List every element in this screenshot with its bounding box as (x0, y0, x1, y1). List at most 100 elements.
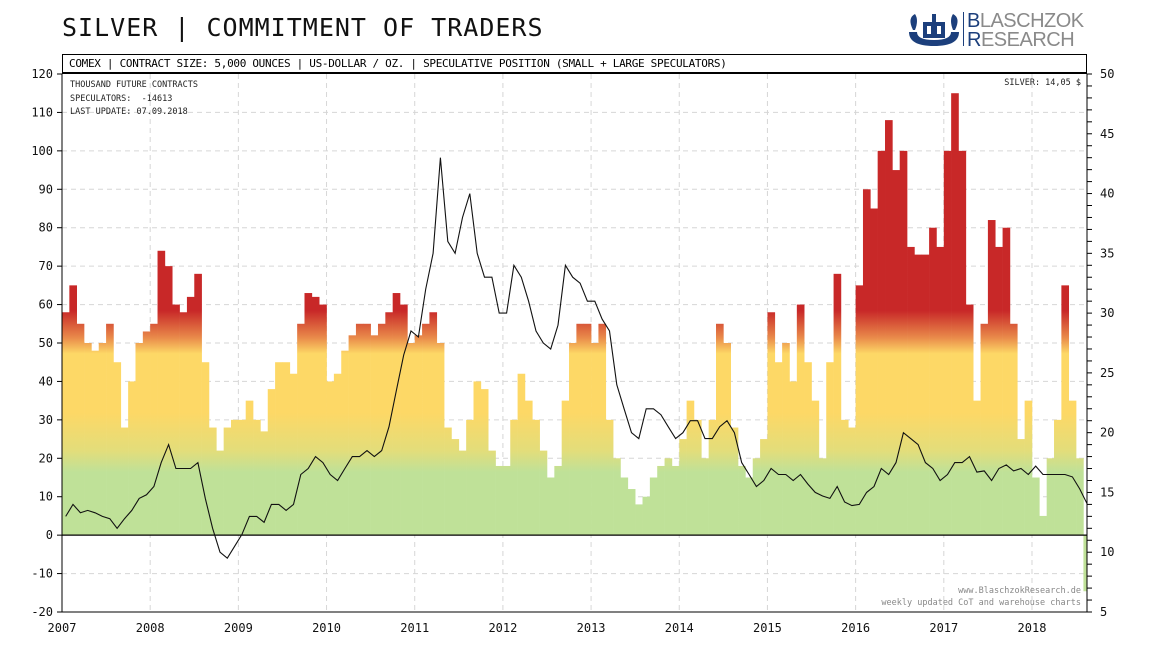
right-tick-label: 45 (1100, 127, 1114, 141)
speculator-bar (297, 323, 305, 536)
speculator-bar (701, 458, 709, 536)
speculator-bar (282, 362, 291, 536)
speculator-bar (657, 465, 665, 536)
speculator-bar (782, 343, 790, 536)
year-label: 2017 (929, 621, 958, 635)
speculator-bar (951, 93, 959, 536)
left-tick-label: 20 (39, 451, 53, 465)
speculator-bar (400, 304, 408, 536)
speculator-bar (1046, 458, 1055, 536)
speculator-bar (958, 150, 967, 536)
speculator-bar (862, 189, 871, 536)
speculator-bar (1054, 419, 1062, 536)
speculator-bar (172, 304, 180, 536)
speculator-bar (936, 246, 945, 536)
logo-line2: RESEARCH (967, 29, 1075, 51)
speculator-bar (319, 304, 327, 536)
speculator-bar (201, 362, 210, 536)
year-label: 2016 (841, 621, 870, 635)
left-tick-label: 70 (39, 259, 53, 273)
speculator-bar (208, 427, 217, 536)
speculator-bar (436, 343, 445, 536)
speculator-bar (877, 150, 886, 536)
speculator-bar (693, 419, 702, 536)
speculator-bar (62, 312, 70, 536)
speculator-bar (275, 362, 283, 536)
speculator-bar (620, 477, 629, 536)
speculator-bar (818, 458, 827, 536)
speculator-bar (1068, 400, 1077, 536)
speculator-bar (495, 465, 504, 536)
speculator-bar (591, 343, 599, 536)
speculator-bar (708, 419, 717, 536)
speculator-bar (745, 477, 754, 536)
speculator-bar (569, 343, 577, 536)
speculator-bar (973, 400, 981, 536)
speculator-bar (473, 381, 482, 536)
speculator-bar (106, 323, 114, 536)
speculator-bar (348, 335, 357, 536)
speculator-bar (605, 419, 614, 536)
right-tick-label: 25 (1100, 366, 1114, 380)
left-tick-label: 30 (39, 413, 53, 427)
speculator-bar (157, 250, 166, 536)
speculator-bar (341, 350, 349, 536)
logo-divider (963, 12, 964, 46)
speculator-bar (84, 343, 92, 536)
last-update: LAST UPDATE: 07.09.2018 (70, 107, 188, 117)
speculator-bar (796, 304, 805, 536)
speculator-bar (194, 273, 202, 536)
right-tick-label: 10 (1100, 545, 1114, 559)
speculator-bar (943, 150, 952, 536)
speculator-bar (576, 323, 585, 536)
speculator-bar (363, 323, 371, 536)
speculator-bar (1024, 400, 1033, 536)
left-tick-label: 40 (39, 374, 53, 388)
left-tick-label: 60 (39, 298, 53, 312)
right-tick-label: 20 (1100, 426, 1114, 440)
right-tick-label: 35 (1100, 246, 1114, 260)
speculator-bar (414, 335, 423, 536)
left-tick-label: 80 (39, 221, 53, 235)
speculator-bar (613, 458, 621, 536)
speculator-bar (304, 293, 313, 536)
speculator-bar (260, 431, 269, 536)
speculator-bar (546, 477, 555, 536)
right-tick-label: 40 (1100, 187, 1114, 201)
speculator-bar (767, 312, 776, 536)
blaschzok-logo: BLASCHZOK RESEARCH (905, 10, 1095, 50)
speculator-bar (333, 373, 342, 536)
speculator-bar (407, 343, 416, 536)
speculator-bar (444, 427, 452, 536)
speculator-bar (466, 419, 474, 536)
left-tick-label: 120 (31, 67, 53, 81)
speculator-bar (289, 373, 298, 536)
speculator-bar (91, 350, 100, 536)
year-label: 2015 (753, 621, 782, 635)
speculator-bar (826, 362, 834, 536)
speculator-bar (1039, 515, 1047, 536)
speculator-bar (789, 381, 798, 536)
speculator-bar (752, 458, 761, 536)
year-label: 2009 (224, 621, 253, 635)
speculator-bar (1017, 439, 1025, 536)
speculator-bar (980, 323, 989, 536)
speculator-bar (598, 323, 607, 536)
speculator-bar (451, 439, 460, 536)
footer-url: www.BlaschzokResearch.de (958, 586, 1081, 596)
speculator-bar (627, 489, 636, 536)
speculator-bar (774, 362, 783, 536)
speculator-bar (164, 266, 173, 536)
left-tick-label: -20 (31, 605, 53, 619)
speculator-bar (987, 220, 996, 536)
speculator-bar (142, 331, 151, 536)
speculator-bar (892, 170, 901, 536)
right-tick-label: 5 (1100, 605, 1107, 619)
speculator-bar (422, 323, 430, 536)
speculator-bar (532, 419, 540, 536)
left-tick-label: 90 (39, 182, 53, 196)
speculator-bar (804, 362, 812, 536)
speculator-bar (679, 439, 687, 536)
speculator-bar (1083, 535, 1087, 592)
